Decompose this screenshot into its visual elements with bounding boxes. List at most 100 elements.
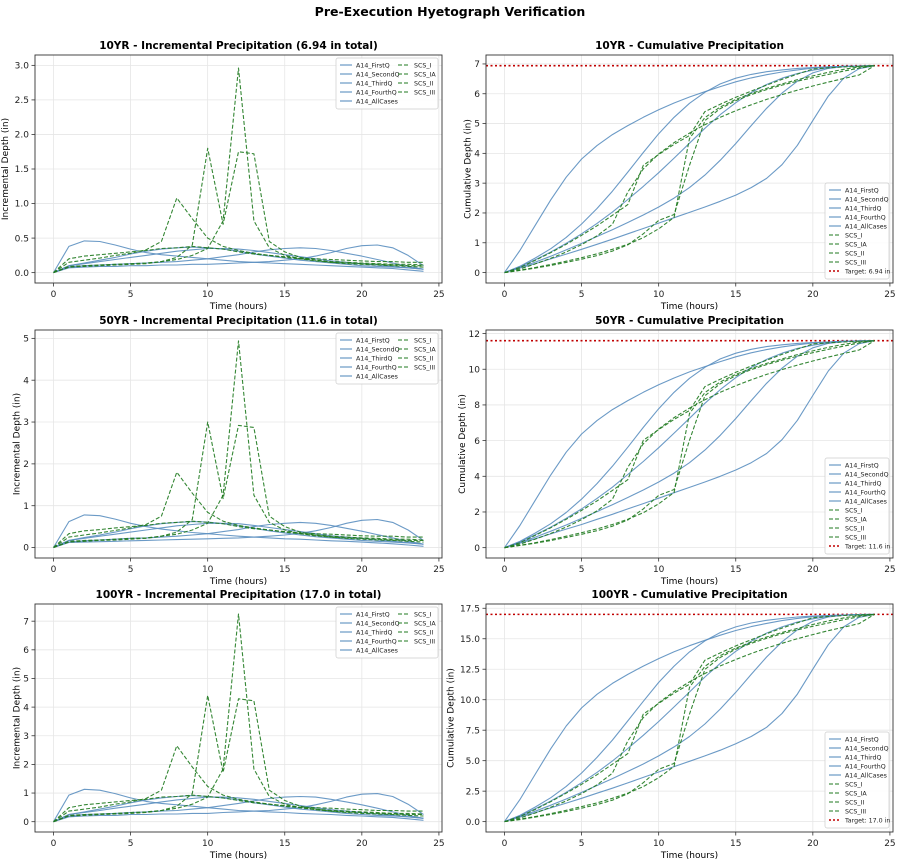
series-line-a14-fourthq (53, 793, 424, 823)
legend-label: SCS_IA (414, 620, 436, 627)
x-tick-label: 10 (202, 565, 214, 575)
y-tick-label: 4 (474, 472, 480, 482)
x-tick-label: 25 (884, 565, 895, 575)
series-line-a14-secondq (504, 65, 875, 274)
y-tick-label: 0 (23, 544, 29, 554)
series-line-a14-firstq (53, 788, 424, 822)
x-tick-label: 20 (356, 839, 368, 849)
x-axis-label: Time (hours) (660, 577, 718, 587)
y-tick-label: 12.5 (460, 665, 480, 675)
series-line-scs-ii (53, 613, 424, 823)
series-line-a14-allcases (504, 613, 875, 823)
legend: A14_FirstQ A14_SecondQ A14_ThirdQ A14_Fourt… (335, 606, 439, 659)
legend-label: A14_ThirdQ (356, 629, 393, 636)
series-line-scs-i (53, 197, 424, 274)
legend-label: A14_AllCases (356, 373, 398, 380)
legend-label: SCS_IA (414, 71, 436, 78)
y-tick-label: 10.0 (460, 696, 480, 706)
legend-label: SCS_I (845, 232, 863, 239)
series-line-scs-iii (504, 65, 875, 274)
axes-frame (34, 603, 443, 833)
legend: A14_FirstQ A14_SecondQ A14_ThirdQ A14_Fourt… (335, 57, 439, 110)
y-tick-label: 0 (474, 269, 480, 279)
series-line-scs-ia (504, 65, 875, 274)
legend-label: A14_FirstQ (356, 337, 390, 344)
legend-label: A14_SecondQ (845, 745, 889, 752)
series-line-scs-ia (53, 245, 424, 274)
x-tick-label: 10 (202, 290, 214, 300)
y-tick-label: 3 (23, 732, 29, 742)
y-tick-label: 0.0 (15, 269, 30, 279)
series-line-scs-iii (53, 147, 424, 274)
legend-label: A14_AllCases (845, 772, 887, 779)
legend-label: A14_FourthQ (845, 763, 886, 770)
legend-label: SCS_I (845, 507, 863, 514)
x-axis-label: Time (hours) (660, 302, 718, 312)
y-tick-label: 5 (23, 335, 29, 345)
series-line-a14-thirdq (504, 340, 875, 549)
x-tick-label: 0 (51, 839, 57, 849)
x-tick-label: 25 (433, 565, 444, 575)
series-line-a14-firstq (53, 240, 424, 273)
x-tick-label: 10 (653, 839, 665, 849)
legend-label: SCS_II (845, 525, 864, 532)
legend-label: SCS_II (414, 355, 433, 362)
legend-label: SCS_IA (414, 346, 436, 353)
legend-label: A14_AllCases (356, 647, 398, 654)
legend-label: A14_SecondQ (356, 620, 400, 627)
series-line-scs-i (504, 65, 875, 274)
x-tick-label: 0 (502, 839, 508, 849)
series-line-a14-secondq (53, 795, 424, 823)
legend: A14_FirstQ A14_SecondQ A14_ThirdQ A14_Fourt… (824, 457, 890, 555)
y-axis-label: Cumulative Depth (in) (458, 394, 468, 494)
series-line-scs-ii (53, 67, 424, 274)
x-tick-label: 15 (730, 565, 741, 575)
legend-label: A14_FirstQ (845, 187, 879, 194)
series-line-a14-fourthq (504, 65, 875, 274)
panel-50YR-cumulative: 0 5 10 15 20 25 0 2 4 6 8 10 12 50YR - Cumulative Pre… (458, 315, 896, 587)
x-tick-label: 0 (502, 290, 508, 300)
legend-label: SCS_IA (845, 241, 867, 248)
legend-box (335, 57, 439, 110)
y-tick-label: 8 (474, 401, 480, 411)
y-tick-label: 4 (23, 376, 29, 386)
panel-title: 10YR - Cumulative Precipitation (595, 40, 784, 52)
x-tick-label: 5 (579, 565, 585, 575)
series-line-a14-firstq (504, 613, 875, 822)
y-tick-label: 2.5 (466, 787, 480, 797)
y-tick-label: 3 (474, 179, 480, 189)
legend-label: SCS_IA (845, 790, 867, 797)
axes-frame (485, 603, 894, 833)
series-line-scs-i (504, 613, 875, 823)
legend: A14_FirstQ A14_SecondQ A14_ThirdQ A14_Fourt… (335, 332, 439, 385)
x-tick-label: 15 (730, 290, 741, 300)
y-axis-label: Incremental Depth (in) (12, 667, 22, 769)
legend-label: Target: 6.94 in (844, 268, 890, 275)
y-tick-label: 5 (23, 675, 29, 685)
y-tick-label: 3.0 (15, 62, 30, 72)
series-line-a14-thirdq (504, 613, 875, 823)
legend-label: SCS_II (414, 80, 433, 87)
y-tick-label: 1.5 (15, 165, 29, 175)
legend-label: A14_SecondQ (845, 196, 889, 203)
panel-title: 10YR - Incremental Precipitation (6.94 i… (99, 40, 378, 52)
legend-label: SCS_III (845, 808, 866, 815)
legend-label: A14_ThirdQ (356, 355, 393, 362)
legend-label: SCS_II (845, 799, 864, 806)
legend-label: SCS_III (414, 638, 435, 645)
series-line-scs-ia (53, 520, 424, 548)
x-axis-label: Time (hours) (209, 302, 267, 312)
legend-label: A14_FourthQ (356, 89, 397, 96)
y-axis-label: Incremental Depth (in) (1, 118, 11, 220)
legend-label: SCS_III (845, 534, 866, 541)
legend-label: SCS_I (845, 781, 863, 788)
y-tick-label: 10 (469, 365, 481, 375)
y-tick-label: 0 (23, 818, 29, 828)
series-line-a14-thirdq (504, 65, 875, 274)
panel-100YR-cumulative: 0 5 10 15 20 25 0.0 2.5 5.0 7.5 10.0 12.5 15.0 17.5 10… (447, 589, 896, 861)
series-line-a14-fourthq (53, 244, 424, 274)
panel-title: 50YR - Incremental Precipitation (11.6 i… (99, 315, 378, 327)
panel-50YR-incremental: 0 5 10 15 20 25 0 1 2 3 4 5 50YR - Incremental Preci… (12, 315, 444, 587)
x-axis-label: Time (hours) (209, 851, 267, 861)
series-line-scs-iii (504, 340, 875, 549)
